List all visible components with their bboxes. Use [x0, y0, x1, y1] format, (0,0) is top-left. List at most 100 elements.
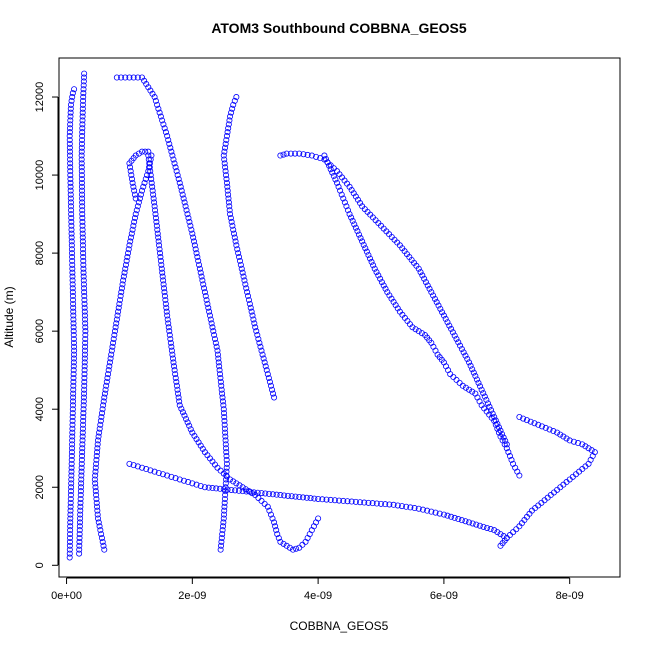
data-point [67, 191, 74, 198]
data-point [390, 298, 397, 305]
data-point [79, 105, 86, 112]
data-point [242, 486, 249, 493]
data-point [185, 479, 192, 486]
data-point [466, 519, 473, 526]
data-point [268, 386, 275, 393]
data-point [98, 414, 105, 421]
data-point [494, 420, 501, 427]
data-point [370, 262, 377, 269]
data-point [80, 414, 87, 421]
data-point [165, 324, 172, 331]
data-point [67, 117, 74, 124]
data-point [118, 74, 125, 81]
data-point [264, 371, 271, 378]
y-tick-label: 2000 [34, 475, 46, 499]
data-point [451, 332, 458, 339]
data-point [105, 367, 112, 374]
data-point [94, 511, 101, 518]
data-point [222, 480, 229, 487]
data-point [80, 281, 87, 288]
data-point [80, 250, 87, 257]
data-point [78, 164, 85, 171]
data-point [176, 179, 183, 186]
data-point [311, 495, 318, 502]
data-point [284, 492, 291, 499]
data-point [203, 296, 210, 303]
data-point [81, 390, 88, 397]
data-point [117, 293, 124, 300]
data-point [183, 415, 190, 422]
data-point [79, 222, 86, 229]
data-point [76, 550, 83, 557]
data-point [67, 125, 74, 132]
data-point [193, 436, 200, 443]
data-point [145, 152, 152, 159]
data-point [67, 172, 74, 179]
data-point [79, 211, 86, 218]
data-point [338, 191, 345, 198]
data-point [224, 187, 231, 194]
data-point [180, 195, 187, 202]
data-point [68, 445, 75, 452]
data-point [82, 339, 89, 346]
data-point [467, 362, 474, 369]
data-point [79, 453, 86, 460]
data-point [205, 484, 212, 491]
data-point [78, 168, 85, 175]
data-point [330, 165, 337, 172]
data-point [246, 300, 253, 307]
data-point [144, 172, 151, 179]
data-point [104, 374, 111, 381]
data-point [156, 242, 163, 249]
data-point [76, 538, 83, 545]
data-point [209, 324, 216, 331]
data-point [579, 441, 586, 448]
data-point [172, 374, 179, 381]
data-point [227, 214, 234, 221]
data-point [211, 332, 218, 339]
data-point [175, 390, 182, 397]
data-point [79, 207, 86, 214]
data-point [563, 435, 570, 442]
data-point [269, 491, 276, 498]
data-point [80, 277, 87, 284]
data-point [76, 542, 83, 549]
data-point [181, 412, 188, 419]
data-point [172, 475, 179, 482]
data-point [261, 359, 268, 366]
series-3 [91, 148, 155, 553]
data-point [66, 129, 73, 136]
data-point [152, 214, 159, 221]
data-point [134, 203, 141, 210]
data-point [109, 343, 116, 350]
x-axis: 0e+00 2e-09 4e-09 6e-09 8e-09 [51, 577, 584, 602]
data-point [219, 523, 226, 530]
data-point [217, 485, 224, 492]
data-point [67, 109, 74, 116]
data-point [178, 187, 185, 194]
data-point [466, 386, 473, 393]
data-point [214, 347, 221, 354]
data-point [67, 488, 74, 495]
data-point [239, 269, 246, 276]
data-point [226, 117, 233, 124]
data-point [82, 316, 89, 323]
data-point [217, 546, 224, 553]
data-point [154, 101, 161, 108]
data-point [91, 476, 98, 483]
data-point [516, 414, 523, 421]
data-point [170, 156, 177, 163]
data-point [209, 485, 216, 492]
data-point [93, 495, 100, 502]
data-point [98, 410, 105, 417]
data-point [164, 312, 171, 319]
data-point [336, 497, 343, 504]
data-point [173, 382, 180, 389]
data-point [69, 417, 76, 424]
data-point [70, 328, 77, 335]
data-point [384, 289, 391, 296]
data-point [69, 293, 76, 300]
data-point [128, 234, 135, 241]
data-point [94, 449, 101, 456]
data-point [67, 203, 74, 210]
